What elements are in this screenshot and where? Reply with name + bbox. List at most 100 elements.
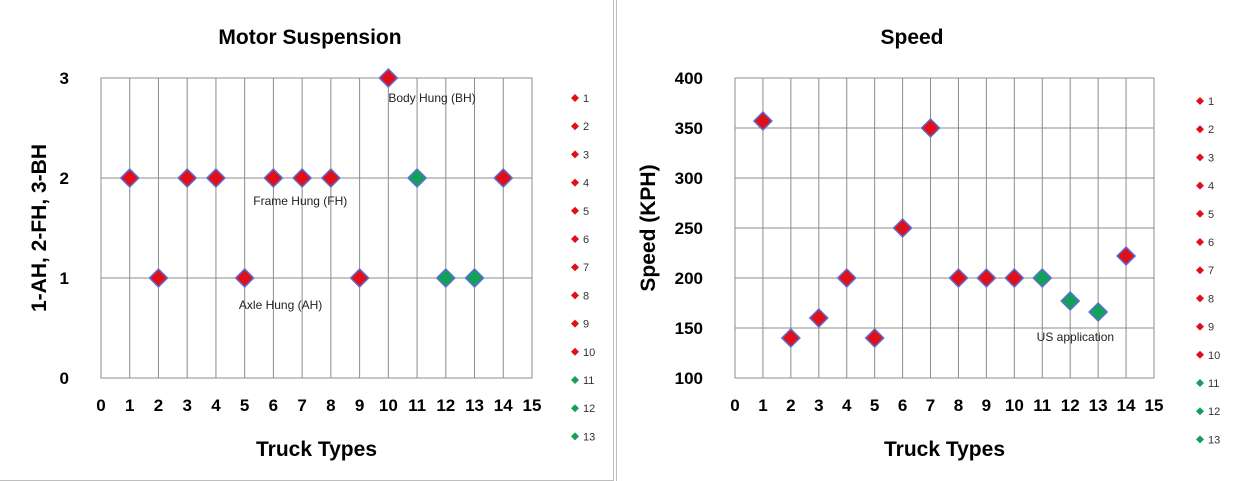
legend-marker — [571, 263, 579, 272]
x-tick-label: 11 — [408, 396, 426, 415]
data-point — [177, 167, 198, 189]
y-axis-title: Speed (KPH) — [637, 164, 660, 291]
data-point — [892, 217, 913, 239]
x-axis-title: Truck Types — [256, 438, 377, 461]
legend-item-label: 1 — [583, 93, 589, 105]
x-tick-label: 0 — [96, 396, 105, 415]
plot-area — [100, 77, 533, 379]
legend-marker — [571, 206, 579, 215]
data-point — [864, 327, 885, 349]
data-point — [435, 267, 456, 289]
legend-item-label: 6 — [1208, 237, 1214, 249]
x-tick-label: 7 — [926, 396, 935, 415]
legend-item-label: 12 — [1208, 406, 1220, 418]
legend-item-label: 7 — [1208, 265, 1214, 277]
legend-marker — [1196, 238, 1204, 246]
legend-item-label: 4 — [583, 178, 589, 190]
legend-marker — [1196, 209, 1204, 218]
x-tick-label: 8 — [954, 396, 963, 415]
x-tick-label: 14 — [494, 396, 513, 415]
data-point — [119, 167, 140, 189]
data-point — [808, 307, 829, 329]
data-point — [493, 167, 514, 189]
y-tick-label: 3 — [60, 69, 69, 88]
data-point — [407, 167, 428, 189]
x-tick-label: 2 — [786, 396, 795, 415]
legend-item-label: 4 — [1208, 181, 1214, 193]
y-tick-label: 400 — [675, 69, 703, 88]
legend-marker — [571, 122, 579, 131]
y-tick-label: 350 — [675, 119, 703, 138]
data-point — [920, 117, 941, 139]
x-tick-label: 5 — [870, 396, 879, 415]
data-point — [1060, 290, 1081, 312]
x-tick-label: 0 — [730, 396, 739, 415]
data-point — [836, 267, 857, 289]
legend-marker — [571, 235, 579, 243]
data-point — [464, 267, 485, 289]
legend-item-label: 1 — [1208, 96, 1214, 108]
legend-marker — [571, 404, 579, 413]
x-tick-label: 11 — [1033, 396, 1051, 415]
x-tick-label: 2 — [154, 396, 163, 415]
legend-marker — [571, 150, 579, 159]
y-tick-label: 300 — [675, 169, 703, 188]
y-tick-label: 150 — [675, 319, 703, 338]
legend-item-label: 5 — [583, 206, 589, 218]
y-tick-label: 0 — [60, 369, 69, 388]
legend-marker — [1196, 379, 1204, 387]
x-tick-label: 4 — [211, 396, 221, 415]
legend-marker — [1196, 435, 1204, 444]
x-tick-label: 5 — [240, 396, 249, 415]
data-point — [1088, 301, 1109, 323]
data-point — [234, 267, 255, 289]
data-point — [205, 167, 226, 189]
annotation-label: Body Hung (BH) — [388, 91, 475, 105]
y-tick-label: 100 — [675, 369, 703, 388]
legend-marker — [1196, 153, 1204, 162]
x-tick-label: 6 — [898, 396, 907, 415]
x-tick-label: 14 — [1117, 396, 1136, 415]
legend-item-label: 11 — [1208, 378, 1219, 390]
data-point — [1116, 245, 1137, 267]
x-tick-label: 12 — [436, 396, 455, 415]
legend-marker — [571, 178, 579, 187]
legend-marker — [1196, 350, 1204, 359]
annotation-label: Frame Hung (FH) — [253, 194, 347, 208]
chart-title: Motor Suspension — [218, 26, 401, 49]
data-point — [1032, 267, 1053, 289]
data-point — [976, 267, 997, 289]
legend-marker — [571, 319, 579, 328]
x-tick-label: 3 — [814, 396, 823, 415]
legend-item-label: 11 — [583, 375, 594, 387]
legend-marker — [1196, 294, 1204, 303]
legend-item-label: 10 — [583, 347, 595, 359]
data-point — [1004, 267, 1025, 289]
legend-item-label: 8 — [1208, 293, 1214, 305]
legend-item-label: 13 — [1208, 434, 1220, 446]
y-tick-label: 250 — [675, 219, 703, 238]
x-tick-label: 13 — [465, 396, 484, 415]
y-tick-label: 200 — [675, 269, 703, 288]
x-tick-label: 1 — [125, 396, 134, 415]
data-point — [148, 267, 169, 289]
plot-area — [734, 77, 1155, 379]
data-point — [320, 167, 341, 189]
legend-item-label: 9 — [583, 319, 589, 331]
x-tick-label: 7 — [297, 396, 306, 415]
x-tick-label: 10 — [1005, 396, 1024, 415]
legend-item-label: 9 — [1208, 322, 1214, 334]
x-tick-label: 6 — [269, 396, 278, 415]
y-axis-title: 1-AH, 2-FH, 3-BH — [28, 144, 51, 312]
x-tick-label: 9 — [355, 396, 364, 415]
x-tick-label: 4 — [842, 396, 852, 415]
x-tick-label: 10 — [379, 396, 398, 415]
annotation-label: US application — [1037, 330, 1114, 344]
legend-marker — [571, 432, 579, 441]
legend-marker — [571, 347, 579, 356]
legend-item-label: 2 — [1208, 124, 1214, 136]
legend-item-label: 5 — [1208, 209, 1214, 221]
x-axis-title: Truck Types — [884, 438, 1005, 461]
data-point — [378, 67, 399, 89]
data-point — [349, 267, 370, 289]
